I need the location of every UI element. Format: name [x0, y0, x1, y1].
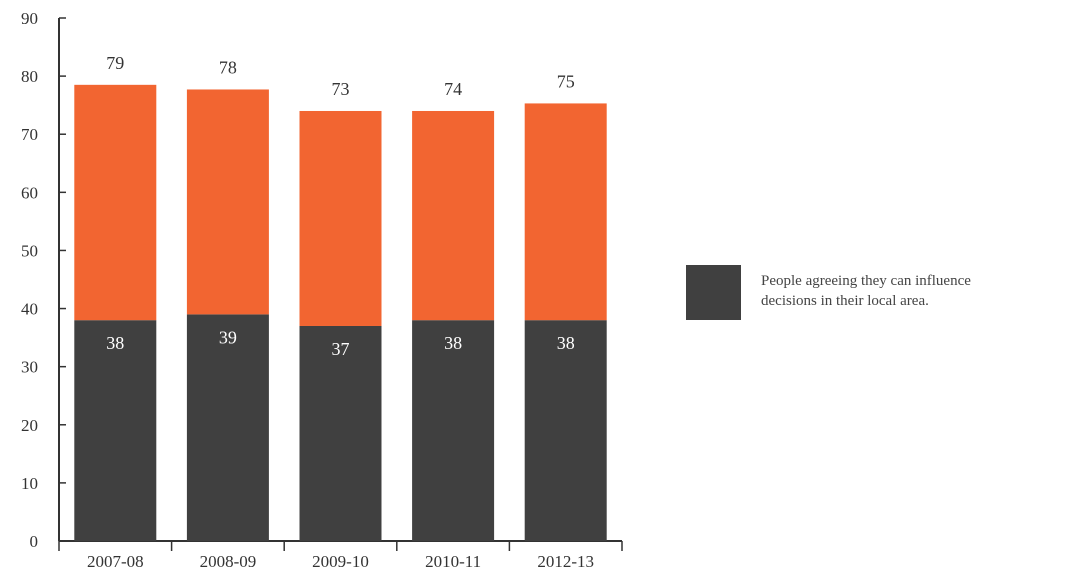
bar-total-label: 78	[219, 57, 237, 77]
bar-segment-lower	[74, 320, 157, 541]
bar-value-label: 37	[332, 339, 350, 359]
y-tick-label: 80	[21, 67, 38, 86]
x-category-label: 2008-09	[200, 552, 257, 569]
bar-value-label: 38	[444, 333, 462, 353]
bar-total-label: 79	[106, 53, 124, 73]
y-tick-label: 0	[30, 532, 39, 551]
x-category-label: 2007-08	[87, 552, 144, 569]
bar-segment-lower	[299, 325, 382, 541]
y-tick-label: 20	[21, 416, 38, 435]
bars	[74, 84, 607, 541]
y-tick-label: 40	[21, 300, 38, 319]
bar-segment-upper	[524, 103, 607, 321]
bar-value-label: 39	[219, 327, 237, 347]
legend-line-1: People agreeing they can influence	[761, 273, 971, 289]
bar-segment-upper	[412, 110, 495, 321]
bar-segment-lower	[412, 320, 495, 541]
legend-label: People agreeing they can influence decis…	[761, 273, 975, 309]
legend-swatch	[686, 265, 741, 320]
y-tick-label: 50	[21, 241, 38, 260]
bar-segment-upper	[299, 110, 382, 326]
bar-segment-lower	[524, 320, 607, 541]
x-category-label: 2009-10	[312, 552, 369, 569]
legend: People agreeing they can influence decis…	[686, 265, 975, 320]
x-category-label: 2010-11	[425, 552, 481, 569]
bar-total-label: 74	[444, 79, 462, 99]
bar-value-label: 38	[106, 333, 124, 353]
y-axis: 0 10 20 30 40 50 60 70 80 90	[21, 9, 66, 551]
x-axis: 2007-08 2008-09 2009-10 2010-11 2012-13	[58, 540, 623, 569]
y-tick-label: 10	[21, 474, 38, 493]
y-tick-label: 70	[21, 125, 38, 144]
bar-value-label: 38	[557, 333, 575, 353]
y-tick-label: 30	[21, 358, 38, 377]
bar-total-label: 73	[332, 79, 350, 99]
x-category-label: 2012-13	[537, 552, 594, 569]
data-labels: 38 79 39 78 37 73 38 74 38 75	[106, 53, 574, 359]
bar-segment-lower	[186, 314, 269, 541]
y-tick-label: 90	[21, 9, 38, 28]
bar-segment-upper	[186, 89, 269, 315]
bar-segment-upper	[74, 84, 157, 321]
bar-total-label: 75	[557, 71, 575, 91]
y-tick-label: 60	[21, 183, 38, 202]
legend-line-2: decisions in their local area.	[761, 293, 929, 309]
